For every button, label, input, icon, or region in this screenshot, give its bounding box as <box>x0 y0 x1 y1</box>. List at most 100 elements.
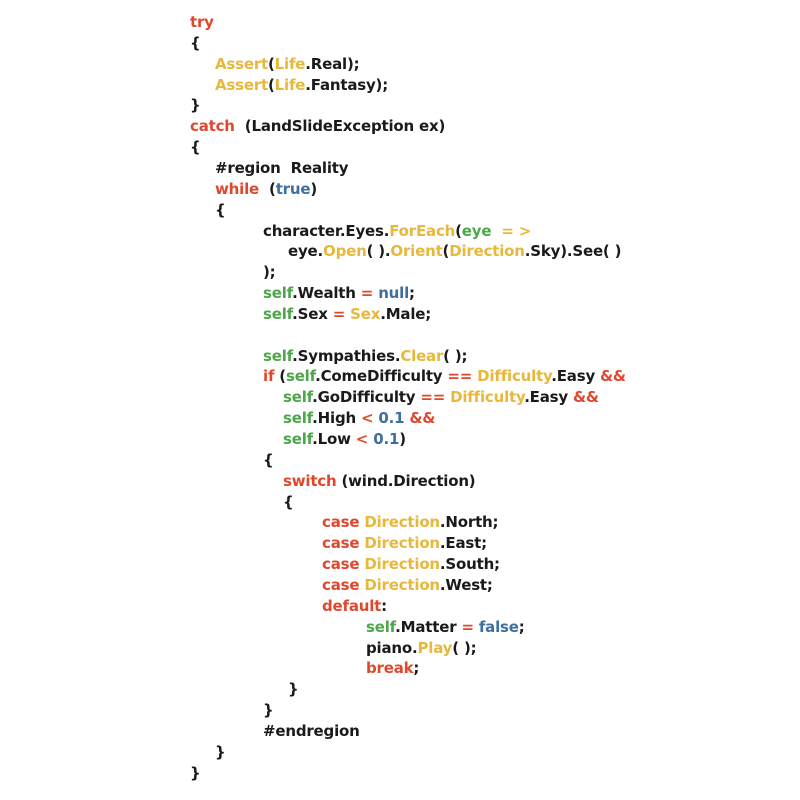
code-token: Life <box>274 75 306 94</box>
code-token: case <box>322 534 360 553</box>
code-token: self <box>263 346 293 365</box>
code-token: self <box>366 617 396 636</box>
code-token: } <box>190 96 201 115</box>
code-token: ; <box>409 284 415 303</box>
code-token: ( ); <box>452 638 477 657</box>
code-line: case Direction.East; <box>322 533 487 554</box>
code-token: Difficulty <box>450 388 525 407</box>
code-token: self <box>283 430 313 448</box>
code-line: self.Matter = false; <box>366 617 525 638</box>
code-token: == <box>415 388 451 407</box>
code-token: = <box>327 304 351 323</box>
code-token: ( <box>268 54 275 73</box>
code-token: eye. <box>288 242 324 261</box>
code-line: { <box>190 33 201 54</box>
code-line: self.Sympathies.Clear( ); <box>263 346 468 367</box>
code-token: .Real); <box>305 54 360 73</box>
code-line: character.Eyes.ForEach(eye = > <box>263 221 531 242</box>
code-token: .East; <box>439 534 487 553</box>
code-line: { <box>190 137 201 158</box>
code-token: { <box>190 138 201 157</box>
code-line: self.Sex = Sex.Male; <box>263 304 431 325</box>
code-line: self.Wealth = null; <box>263 283 415 304</box>
code-token: .Wealth <box>292 284 356 303</box>
code-token: .Sex <box>292 304 328 323</box>
code-token: Direction <box>364 575 440 594</box>
code-line: if (self.ComeDifficulty == Difficulty.Ea… <box>263 366 626 387</box>
code-token: = <box>355 284 379 303</box>
code-token: .Fantasy); <box>305 75 389 94</box>
code-token: Life <box>274 54 306 73</box>
code-token: case <box>322 513 360 532</box>
code-token: while <box>215 179 259 198</box>
code-token: .West; <box>439 575 493 594</box>
code-line: case Direction.South; <box>322 554 500 575</box>
code-token: Direction <box>364 513 440 532</box>
code-token: #region Reality <box>215 158 349 177</box>
code-token: && <box>404 409 436 428</box>
code-line: catch (LandSlideException ex) <box>190 116 445 137</box>
code-token: switch <box>283 471 337 490</box>
code-token: case <box>322 575 360 594</box>
code-token: catch <box>190 117 235 136</box>
code-token: piano. <box>366 638 418 657</box>
code-token: #endregion <box>263 721 360 740</box>
code-token: ( <box>268 75 275 94</box>
code-token: ( <box>455 221 462 240</box>
code-token: Direction <box>364 555 440 574</box>
code-line: } <box>190 763 201 784</box>
code-token: && <box>595 367 626 386</box>
code-token: .ComeDifficulty <box>315 367 443 386</box>
code-token: < <box>355 409 379 428</box>
code-token: Assert <box>215 54 269 73</box>
code-token: 0.1 <box>373 430 400 448</box>
code-line: while (true) <box>215 179 317 200</box>
code-token: self <box>285 367 316 386</box>
code-line: default: <box>322 596 387 617</box>
code-token: self <box>283 409 313 428</box>
code-line: self.Low < 0.1) <box>283 429 406 450</box>
code-token: { <box>190 33 201 52</box>
code-token: (LandSlideException ex) <box>234 117 446 136</box>
code-token: ( <box>259 179 276 198</box>
code-token: ; <box>413 659 420 678</box>
code-line: ); <box>263 262 276 283</box>
code-token: { <box>283 492 294 511</box>
code-token: Clear <box>400 346 444 365</box>
code-line: { <box>215 200 226 221</box>
code-token: < <box>350 430 374 448</box>
code-token: .Sky).See( ) <box>524 242 622 261</box>
code-token: .High <box>312 409 356 428</box>
code-token: .GoDifficulty <box>312 388 416 407</box>
code-token: Orient <box>390 242 443 261</box>
code-line: self.GoDifficulty == Difficulty.Easy && <box>283 387 599 408</box>
code-token: ); <box>263 263 276 282</box>
code-line: } <box>263 700 274 721</box>
code-token: { <box>263 450 274 469</box>
code-token: .South; <box>439 555 500 574</box>
code-token: Assert <box>215 75 269 94</box>
code-token: Open <box>323 242 367 261</box>
code-token: == <box>442 367 478 386</box>
code-line: } <box>215 742 226 763</box>
code-line: { <box>283 492 294 513</box>
code-line: } <box>288 679 299 700</box>
code-line: #region Reality <box>215 158 349 179</box>
code-token: .North; <box>439 513 499 532</box>
code-token: ) <box>399 430 406 448</box>
code-token: .Male; <box>380 304 432 323</box>
code-token: } <box>263 701 274 720</box>
code-token: ForEach <box>389 221 456 240</box>
code-token: .Matter <box>395 617 457 636</box>
code-token: self <box>263 304 293 323</box>
code-line: #endregion <box>263 721 360 742</box>
code-token: ; <box>518 617 525 636</box>
code-line: } <box>190 95 201 116</box>
code-token: character.Eyes. <box>263 221 390 240</box>
code-line: Assert(Life.Fantasy); <box>215 75 388 96</box>
code-token: Play <box>417 638 453 657</box>
code-line: case Direction.West; <box>322 575 493 596</box>
code-token: case <box>322 555 360 574</box>
code-line: { <box>263 450 274 471</box>
code-token: } <box>288 680 299 699</box>
